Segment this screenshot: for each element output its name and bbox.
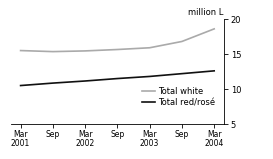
Total red/rosé [19,85,22,86]
Total white [116,48,119,50]
Total white [148,47,151,49]
Total red/rosé [148,76,151,77]
Total white [180,41,183,42]
Total white [19,50,22,52]
Total red/rosé [84,80,87,82]
Text: million L: million L [188,8,224,17]
Total white [213,28,216,30]
Total white [84,50,87,52]
Line: Total red/rosé: Total red/rosé [20,71,214,86]
Legend: Total white, Total red/rosé: Total white, Total red/rosé [143,87,215,107]
Total red/rosé [116,78,119,80]
Total white [51,51,55,53]
Total red/rosé [51,82,55,84]
Total red/rosé [213,70,216,72]
Total red/rosé [180,73,183,75]
Line: Total white: Total white [20,29,214,52]
